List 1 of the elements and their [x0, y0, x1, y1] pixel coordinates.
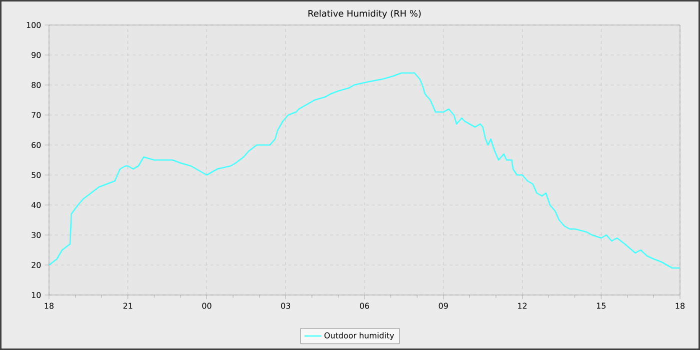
chart-title: Relative Humidity (RH %)	[308, 10, 421, 18]
